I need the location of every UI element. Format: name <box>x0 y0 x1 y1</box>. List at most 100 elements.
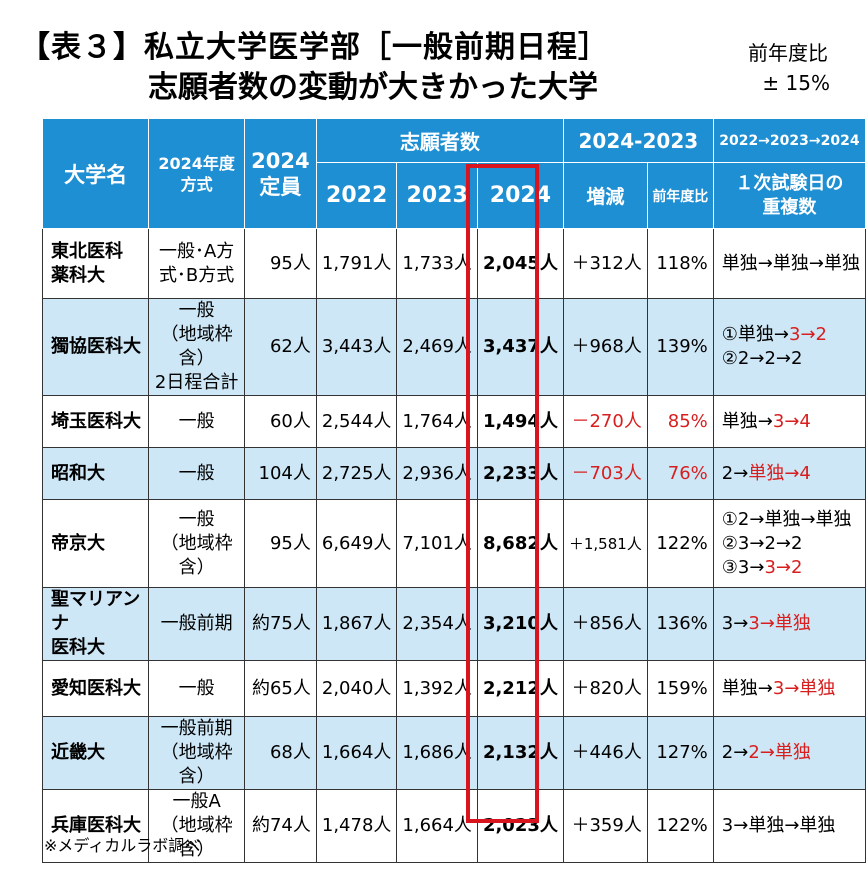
diff-cell: ＋446人 <box>562 716 648 790</box>
overlap-cell: 3→3→単独 <box>712 587 866 661</box>
applicants-2024-cell: 2,212人 <box>476 660 564 717</box>
note-line-1: 前年度比 <box>748 41 828 65</box>
title-line-1: 【表３】私立大学医学部［一般前期日程］ <box>20 30 609 65</box>
applicants-2024-cell: 2,233人 <box>476 447 564 500</box>
method-cell: 一般･A方 式･B方式 <box>148 228 245 299</box>
ratio-cell: 122% <box>646 789 714 863</box>
ratio-cell: 76% <box>646 447 714 500</box>
data-table-wrapper: 大学名 2024年度 方式 2024 定員 志願者数 2024-2023 202… <box>41 118 866 863</box>
diff-cell: ＋359人 <box>562 789 648 863</box>
overlap-cell: 単独→3→単独 <box>712 660 866 717</box>
applicants-2024-cell: 3,210人 <box>476 587 564 661</box>
overlap-highlight-text: 3→単独 <box>772 677 836 699</box>
source-note: ※メディカルラボ調べ <box>44 836 201 855</box>
method-cell: 一般前期 <box>148 587 245 661</box>
applicants-2024-cell: 3,437人 <box>476 298 564 396</box>
table-row: 兵庫医科大 一般A （地域枠含） 約74人 1,478人 1,664人 2,023人 ＋35… <box>41 789 866 863</box>
applicants-2023-cell: 1,392人 <box>396 660 478 717</box>
header-year-2023: 2023 <box>396 162 478 229</box>
header-year-2024: 2024 <box>476 162 564 229</box>
university-name-cell: 帝京大 <box>41 499 150 588</box>
method-cell: 一般 （地域枠含） 2日程合計 <box>148 298 245 396</box>
overlap-line: ②3→2→2 <box>722 532 860 556</box>
header-university-name: 大学名 <box>41 118 150 229</box>
capacity-cell: 95人 <box>243 499 317 588</box>
overlap-line: 2→単独→4 <box>722 462 860 486</box>
diff-cell: ＋820人 <box>562 660 648 717</box>
capacity-cell: 約74人 <box>243 789 317 863</box>
table-row: 獨協医科大 一般 （地域枠含） 2日程合計 62人 3,443人 2,469人 3,437… <box>41 298 866 396</box>
overlap-line: 単独→3→単独 <box>722 677 860 701</box>
capacity-cell: 60人 <box>243 395 317 448</box>
header-trend-group: 2022→2023→2024 <box>712 118 866 163</box>
applicants-2024-cell: 1,494人 <box>476 395 564 448</box>
overlap-highlight-text: 単独→4 <box>748 462 811 484</box>
ratio-cell: 136% <box>646 587 714 661</box>
overlap-text: ③3→ <box>721 556 765 578</box>
applicants-2022-cell: 3,443人 <box>315 298 398 396</box>
overlap-text: 2→ <box>721 742 749 763</box>
header-overlap: １次試験日の 重複数 <box>712 162 866 229</box>
table-row: 東北医科 薬科大 一般･A方 式･B方式 95人 1,791人 1,733人 2,045人… <box>41 228 866 299</box>
table-row: 帝京大 一般 （地域枠含） 95人 6,649人 7,101人 8,682人 ＋1,581人… <box>41 499 866 588</box>
capacity-cell: 約75人 <box>243 587 317 661</box>
overlap-cell: ①単独→3→2 ②2→2→2 <box>712 298 866 396</box>
overlap-line: ①単独→3→2 <box>722 323 860 347</box>
applicants-2023-cell: 1,733人 <box>396 228 478 299</box>
method-cell: 一般 <box>148 395 245 448</box>
overlap-cell: 単独→単独→単独 <box>712 228 866 299</box>
overlap-line: ①2→単独→単独 <box>722 508 860 532</box>
overlap-text: ①2→単独→単独 <box>721 508 852 530</box>
overlap-highlight-text: 3→4 <box>772 410 811 432</box>
university-name-cell: 愛知医科大 <box>41 660 150 717</box>
diff-cell: ＋968人 <box>562 298 648 396</box>
header-method: 2024年度 方式 <box>148 118 245 229</box>
applicants-2023-cell: 7,101人 <box>396 499 478 588</box>
university-name-cell: 獨協医科大 <box>41 298 150 396</box>
applicants-2024-cell: 2,023人 <box>476 789 564 863</box>
applicants-2022-cell: 1,791人 <box>315 228 398 299</box>
applicants-2022-cell: 6,649人 <box>315 499 398 588</box>
method-cell: 一般 <box>148 660 245 717</box>
overlap-highlight-text: 2→単独 <box>748 742 811 763</box>
overlap-line: 単独→単独→単独 <box>722 252 860 276</box>
overlap-text: 単独→ <box>721 410 773 432</box>
overlap-text: ①単独→ <box>721 324 790 345</box>
ratio-cell: 122% <box>646 499 714 588</box>
university-name-cell: 昭和大 <box>41 447 150 500</box>
table-row: 聖マリアンナ 医科大 一般前期 約75人 1,867人 2,354人 3,210人 ＋856… <box>41 587 866 661</box>
method-cell: 一般 （地域枠含） <box>148 499 245 588</box>
table-row: 埼玉医科大 一般 60人 2,544人 1,764人 1,494人 －270人 85% 単独→3… <box>41 395 866 448</box>
overlap-line: 2→2→単独 <box>722 741 860 765</box>
overlap-text: ②2→2→2 <box>721 348 803 369</box>
ratio-cell: 127% <box>646 716 714 790</box>
overlap-line: ③3→3→2 <box>722 556 860 580</box>
applicants-table: 大学名 2024年度 方式 2024 定員 志願者数 2024-2023 202… <box>41 118 866 863</box>
method-cell: 一般前期 （地域枠含） <box>148 716 245 790</box>
table-title: 【表３】私立大学医学部［一般前期日程］ 志願者数の変動が大きかった大学 <box>20 28 720 108</box>
university-name-cell: 兵庫医科大 <box>41 789 150 863</box>
ratio-cell: 159% <box>646 660 714 717</box>
overlap-line: 単独→3→4 <box>722 410 860 434</box>
note-line-2: ± 15% <box>762 71 830 95</box>
diff-cell: ＋312人 <box>562 228 648 299</box>
header-applicants: 志願者数 <box>315 118 564 163</box>
applicants-2024-cell: 2,045人 <box>476 228 564 299</box>
applicants-2024-cell: 2,132人 <box>476 716 564 790</box>
header-capacity: 2024 定員 <box>243 118 317 229</box>
capacity-cell: 62人 <box>243 298 317 396</box>
university-name-cell: 近畿大 <box>41 716 150 790</box>
applicants-2023-cell: 2,354人 <box>396 587 478 661</box>
overlap-text: 2→ <box>721 462 749 484</box>
overlap-text: 単独→ <box>721 677 773 699</box>
title-line-2: 志願者数の変動が大きかった大学 <box>148 70 598 105</box>
overlap-cell: 2→2→単独 <box>712 716 866 790</box>
overlap-line: 3→単独→単独 <box>722 814 860 838</box>
overlap-highlight-text: 3→2 <box>764 556 803 578</box>
applicants-2023-cell: 1,686人 <box>396 716 478 790</box>
ratio-cell: 118% <box>646 228 714 299</box>
overlap-text: 単独→単独→単独 <box>721 252 860 274</box>
ratio-cell: 139% <box>646 298 714 396</box>
capacity-cell: 95人 <box>243 228 317 299</box>
diff-cell: ＋856人 <box>562 587 648 661</box>
